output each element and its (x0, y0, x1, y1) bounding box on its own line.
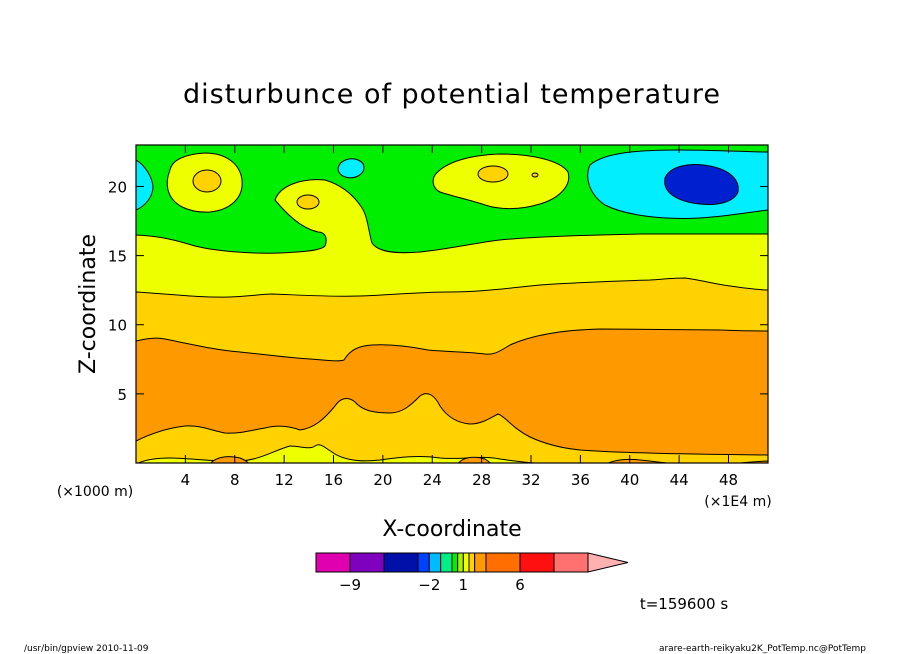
colorbar-segment (428, 552, 442, 573)
colorbar-labels: −9 −2 1 6 (339, 576, 525, 594)
colorbar-segment (457, 552, 464, 573)
level-orange-bottom-blob-1 (210, 456, 250, 463)
x-tick-label: 4 (181, 471, 191, 489)
x-tick-label: 44 (670, 471, 689, 489)
colorbar-segment (462, 552, 470, 573)
x-tick-label: 8 (230, 471, 240, 489)
level-gold-blob-1 (192, 169, 222, 193)
colorbar-segment (451, 552, 459, 573)
colorbar (315, 552, 629, 573)
x-tick-label: 36 (571, 471, 590, 489)
y-tick-label: 5 (117, 386, 127, 404)
colorbar-label: −9 (339, 576, 361, 594)
x-tick-label: 24 (423, 471, 442, 489)
colorbar-segment (417, 552, 430, 573)
level-cyan-left-edge (136, 159, 154, 211)
x-tick-label: 40 (620, 471, 639, 489)
contour-field (136, 145, 768, 463)
y-tick-label: 10 (108, 317, 127, 335)
colorbar-segment (440, 552, 453, 573)
x-tick-label: 28 (472, 471, 491, 489)
colorbar-label: −2 (418, 576, 440, 594)
footer-left: /usr/bin/gpview 2010-11-09 (24, 644, 149, 654)
level-gold-blob-2 (296, 194, 320, 210)
x-tick-label: 12 (275, 471, 294, 489)
colorbar-segment (315, 552, 351, 573)
colorbar-extend-triangle (587, 552, 629, 573)
x-axis: 4 8 12 16 20 24 28 32 36 40 44 48 (181, 145, 738, 489)
colorbar-segment (519, 552, 555, 573)
colorbar-segment (485, 552, 521, 573)
level-cyan-small (337, 158, 365, 179)
x-tick-label: 20 (373, 471, 392, 489)
y-unit-label: (×1000 m) (57, 484, 133, 500)
y-axis: 5 10 15 20 (108, 178, 768, 404)
colorbar-segment (474, 552, 487, 573)
time-label: t=159600 s (640, 595, 728, 613)
colorbar-label: 6 (515, 576, 525, 594)
level-orange-bottom-blob-3 (607, 458, 768, 463)
colorbar-segment (553, 552, 589, 573)
level-gold-bottom-region (136, 393, 768, 463)
y-tick-label: 15 (108, 248, 127, 266)
footer-right: arare-earth-reikyaku2K_PotTemp.nc@PotTem… (659, 644, 866, 654)
level-yellowgreen-bottom-region (136, 444, 543, 463)
y-axis-title: Z-coordinate (76, 234, 101, 374)
level-gold-blob-4 (531, 172, 539, 178)
plot-frame (135, 144, 769, 464)
level-blue-blob (664, 164, 739, 205)
colorbar-segment (349, 552, 385, 573)
chart-title: disturbunce of potential temperature (183, 79, 721, 110)
colorbar-segment (383, 552, 419, 573)
x-tick-label: 48 (719, 471, 738, 489)
x-unit-label: (×1E4 m) (704, 494, 771, 510)
level-orange-bottom-blob-2 (457, 456, 491, 463)
x-axis-title: X-coordinate (382, 517, 521, 542)
level-gold-blob-3 (477, 165, 509, 183)
colorbar-segment (468, 552, 476, 573)
x-tick-label: 32 (521, 471, 540, 489)
colorbar-label: 1 (459, 576, 469, 594)
y-tick-label: 20 (108, 178, 127, 196)
x-tick-label: 16 (324, 471, 343, 489)
